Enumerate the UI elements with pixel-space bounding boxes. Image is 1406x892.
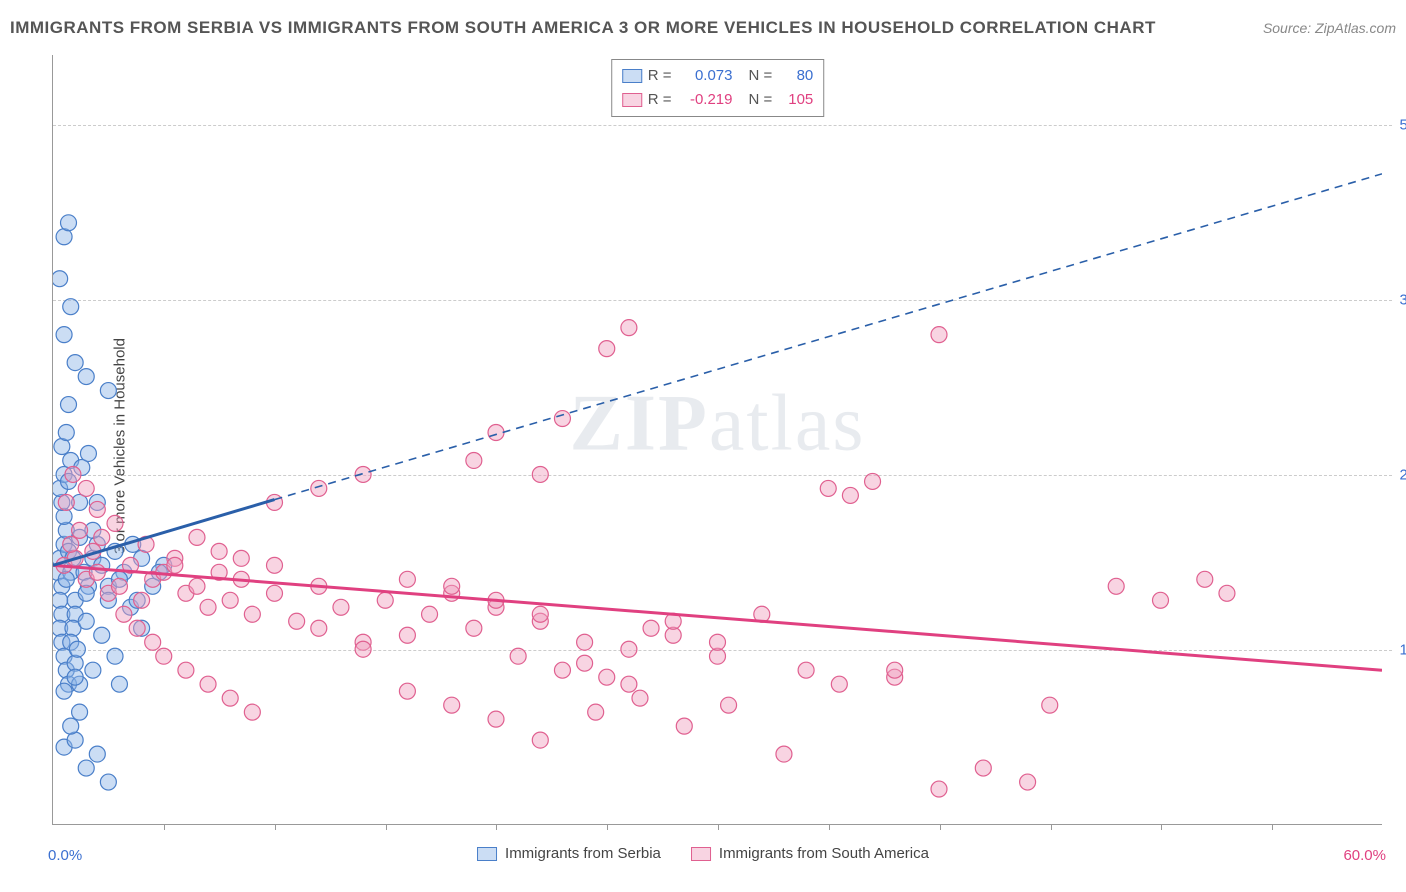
- chart-title: IMMIGRANTS FROM SERBIA VS IMMIGRANTS FRO…: [10, 18, 1156, 38]
- legend-label-serbia: Immigrants from Serbia: [505, 845, 661, 862]
- x-tick: [164, 824, 165, 830]
- x-tick: [1161, 824, 1162, 830]
- serbia-r-value: 0.073: [678, 64, 733, 88]
- y-tick-label: 12.5%: [1387, 642, 1406, 659]
- legend-stats-serbia: R = 0.073 N = 80: [622, 64, 814, 88]
- legend-item-sa: Immigrants from South America: [691, 845, 929, 862]
- legend-bottom: Immigrants from Serbia Immigrants from S…: [477, 845, 929, 862]
- scatter-chart: [53, 55, 1382, 824]
- swatch-sa: [622, 93, 642, 107]
- x-tick: [1272, 824, 1273, 830]
- swatch-serbia: [622, 69, 642, 83]
- x-tick: [386, 824, 387, 830]
- x-tick: [275, 824, 276, 830]
- x-origin-label: 0.0%: [48, 847, 82, 864]
- x-tick: [718, 824, 719, 830]
- y-tick-label: 50.0%: [1387, 117, 1406, 134]
- source-attribution: Source: ZipAtlas.com: [1263, 20, 1396, 36]
- sa-r-value: -0.219: [678, 88, 733, 112]
- x-tick: [1051, 824, 1052, 830]
- y-tick-label: 37.5%: [1387, 292, 1406, 309]
- legend-label-sa: Immigrants from South America: [719, 845, 929, 862]
- swatch-sa: [691, 847, 711, 861]
- serbia-n-value: 80: [778, 64, 813, 88]
- plot-area: ZIPatlas R = 0.073 N = 80 R = -0.219 N =…: [52, 55, 1382, 825]
- x-tick: [496, 824, 497, 830]
- y-tick-label: 25.0%: [1387, 467, 1406, 484]
- legend-item-serbia: Immigrants from Serbia: [477, 845, 661, 862]
- x-tick: [829, 824, 830, 830]
- legend-stats-sa: R = -0.219 N = 105: [622, 88, 814, 112]
- x-tick: [940, 824, 941, 830]
- x-tick: [607, 824, 608, 830]
- x-max-label: 60.0%: [1343, 847, 1386, 864]
- legend-stats-box: R = 0.073 N = 80 R = -0.219 N = 105: [611, 59, 825, 117]
- swatch-serbia: [477, 847, 497, 861]
- sa-n-value: 105: [778, 88, 813, 112]
